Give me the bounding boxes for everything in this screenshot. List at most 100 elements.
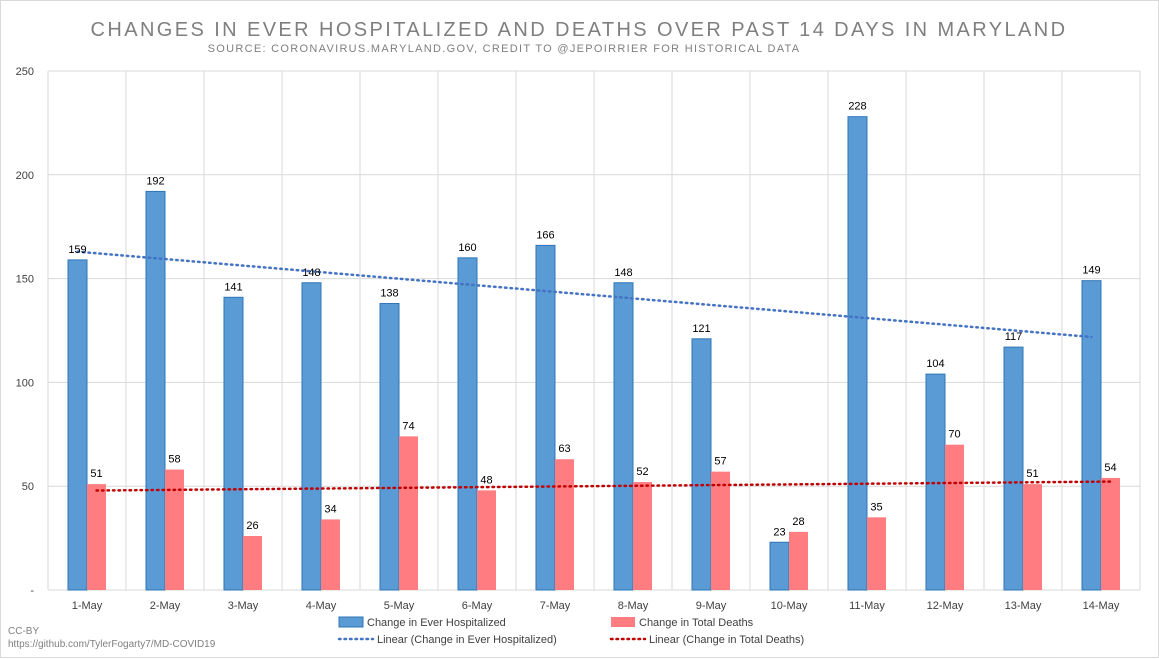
data-label: 104 [926, 358, 944, 370]
legend-label: Change in Ever Hospitalized [367, 617, 506, 629]
x-tick-label: 4-May [306, 600, 337, 612]
data-label: 23 [773, 526, 785, 538]
bar-deaths [165, 469, 184, 590]
bar-hospitalized [379, 303, 400, 591]
data-label: 121 [692, 323, 710, 335]
data-label: 57 [714, 456, 726, 468]
bar-deaths [867, 517, 886, 590]
chart-subtitle: SOURCE: CORONAVIRUS.MARYLAND.GOV, CREDIT… [208, 43, 801, 55]
data-label: 54 [1104, 462, 1116, 474]
legend-label: Linear (Change in Ever Hospitalized) [377, 634, 557, 646]
bar-hospitalized [847, 116, 868, 591]
bar-hospitalized [1003, 346, 1024, 591]
data-label: 141 [224, 281, 242, 293]
data-label: 166 [536, 229, 554, 241]
data-label: 63 [558, 443, 570, 455]
bar-deaths [555, 459, 574, 590]
x-tick-label: 14-May [1083, 600, 1120, 612]
data-label: 34 [324, 503, 336, 515]
bar-hospitalized [145, 190, 166, 591]
bar-hospitalized [457, 257, 478, 591]
y-tick-label: - [30, 585, 34, 597]
y-tick-label: 150 [16, 274, 34, 286]
data-label: 160 [458, 242, 476, 254]
bar-hospitalized [223, 296, 244, 591]
x-axis-ticks: 1-May 2-May 3-May 4-May 5-May 6-May 7-May 8-May… [72, 600, 1120, 612]
x-tick-label: 10-May [771, 600, 808, 612]
data-labels: 159 51 192 58 141 26 148 34 138 74 160 48 166 63 148 52… [68, 101, 1116, 539]
x-tick-label: 2-May [150, 600, 181, 612]
bar-deaths [477, 490, 496, 590]
trendline-hospitalized [76, 250, 1093, 339]
x-tick-label: 8-May [618, 600, 649, 612]
data-label: 52 [636, 466, 648, 478]
x-tick-label: 9-May [696, 600, 727, 612]
bar-deaths [633, 482, 652, 590]
bar-deaths [1023, 484, 1042, 590]
x-tick-label: 13-May [1005, 600, 1042, 612]
bar-deaths [87, 484, 106, 590]
trendline-deaths [95, 480, 1112, 492]
bar-deaths [321, 519, 340, 590]
bars [67, 116, 1120, 591]
data-label: 149 [1082, 265, 1100, 277]
legend-item-deaths: Change in Total Deaths [611, 617, 754, 629]
bar-hospitalized [67, 259, 88, 591]
data-label: 159 [68, 244, 86, 256]
license-text: CC-BY [8, 626, 39, 637]
data-label: 138 [380, 288, 398, 300]
data-label: 148 [302, 267, 320, 279]
x-tick-label: 5-May [384, 600, 415, 612]
data-label: 70 [948, 429, 960, 441]
data-label: 192 [146, 175, 164, 187]
legend-item-trend-hospitalized: Linear (Change in Ever Hospitalized) [337, 634, 557, 646]
data-label: 51 [1026, 468, 1038, 480]
legend: Change in Ever Hospitalized Change in Tot… [337, 616, 804, 646]
bar-deaths [711, 471, 730, 590]
x-tick-label: 3-May [228, 600, 259, 612]
legend-swatch [611, 617, 635, 627]
trendlines [76, 250, 1112, 492]
source-url-text: https://github.com/TylerFogarty7/MD-COVI… [8, 639, 216, 650]
data-label: 35 [870, 501, 882, 513]
bar-deaths [399, 436, 418, 590]
y-tick-label: 200 [16, 170, 34, 182]
legend-item-trend-deaths: Linear (Change in Total Deaths) [609, 634, 804, 646]
data-label: 228 [848, 101, 866, 113]
legend-label: Change in Total Deaths [639, 617, 754, 629]
data-label: 51 [90, 468, 102, 480]
bar-deaths [789, 531, 808, 590]
legend-label: Linear (Change in Total Deaths) [649, 634, 804, 646]
data-label: 48 [480, 474, 492, 486]
bar-hospitalized [535, 244, 556, 591]
gridlines [47, 70, 1141, 591]
bar-hospitalized [613, 282, 634, 591]
y-axis-ticks: 250 200 150 100 50 - [16, 66, 35, 597]
x-tick-label: 11-May [849, 600, 885, 612]
bar-hospitalized [301, 282, 322, 591]
data-label: 117 [1005, 331, 1023, 343]
legend-item-hospitalized: Change in Ever Hospitalized [338, 616, 506, 629]
x-tick-label: 6-May [462, 600, 493, 612]
y-tick-label: 100 [16, 377, 34, 389]
data-label: 148 [614, 267, 632, 279]
bar-hospitalized [769, 541, 790, 591]
data-label: 74 [402, 420, 414, 432]
data-label: 58 [168, 454, 180, 466]
legend-swatch [338, 616, 364, 628]
y-tick-label: 250 [16, 66, 34, 78]
bar-deaths [243, 536, 262, 590]
data-label: 26 [246, 520, 258, 532]
bar-hospitalized [691, 338, 712, 591]
bar-deaths [1101, 477, 1120, 590]
y-tick-label: 50 [22, 481, 34, 493]
bar-hospitalized [1081, 280, 1102, 591]
x-tick-label: 7-May [540, 600, 571, 612]
bar-deaths [945, 444, 964, 590]
x-tick-label: 12-May [927, 600, 964, 612]
chart-title: CHANGES IN EVER HOSPITALIZED AND DEATHS … [91, 19, 1068, 41]
data-label: 28 [792, 516, 804, 528]
x-tick-label: 1-May [72, 600, 103, 612]
